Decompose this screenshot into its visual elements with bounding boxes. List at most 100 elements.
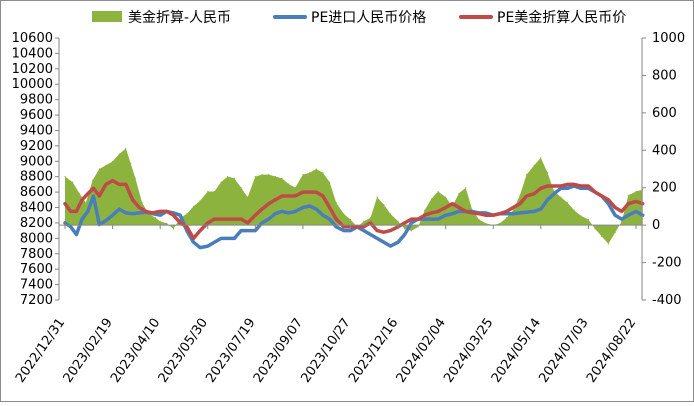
blue-point-69	[525, 211, 528, 213]
blue-point-21	[199, 246, 201, 249]
blue-point-5	[92, 195, 95, 197]
area-point-2	[78, 192, 80, 194]
area-point-81	[607, 243, 610, 245]
area-point-50	[397, 220, 399, 222]
right-tick-label-0: 1000	[652, 31, 685, 46]
red-point-62	[478, 212, 480, 215]
red-point-29	[254, 214, 257, 216]
blue-point-48	[383, 241, 385, 243]
area-point-63	[485, 222, 487, 224]
red-point-0	[64, 202, 66, 205]
area-point-30	[261, 174, 263, 176]
area-point-66	[506, 217, 508, 219]
blue-point-18	[179, 214, 181, 216]
red-point-15	[159, 210, 161, 213]
blue-point-4	[87, 210, 89, 213]
blue-point-30	[261, 222, 263, 224]
red-point-63	[484, 214, 487, 216]
blue-point-85	[635, 210, 637, 213]
area-point-79	[594, 228, 596, 230]
area-point-46	[369, 217, 372, 219]
area-point-67	[512, 209, 514, 211]
blue-point-7	[105, 219, 107, 222]
right-tick-label-5: 0	[652, 218, 660, 233]
left-tick-label-5: 9600	[20, 108, 53, 123]
blue-point-26	[233, 237, 236, 240]
area-point-40	[329, 181, 331, 183]
area-point-14	[154, 217, 156, 219]
red-point-77	[580, 185, 582, 187]
area-point-43	[349, 218, 352, 221]
area-point-57	[445, 196, 447, 198]
blue-point-49	[389, 245, 392, 247]
area-point-42	[343, 213, 345, 215]
blue-point-54	[423, 218, 426, 220]
blue-point-42	[343, 229, 345, 232]
area-point-52	[410, 230, 412, 232]
area-point-78	[587, 218, 590, 221]
red-point-79	[594, 191, 596, 193]
red-point-65	[499, 212, 501, 215]
red-point-16	[166, 210, 168, 213]
blue-point-81	[607, 202, 610, 205]
blue-point-31	[267, 218, 270, 220]
area-point-9	[125, 147, 127, 149]
red-point-35	[294, 195, 297, 197]
area-point-26	[233, 177, 235, 179]
red-point-39	[322, 195, 324, 197]
red-point-45	[363, 226, 365, 228]
red-point-14	[151, 212, 154, 214]
red-point-47	[376, 229, 378, 232]
red-point-46	[369, 222, 372, 224]
red-point-10	[125, 183, 127, 186]
area-point-20	[192, 205, 195, 207]
area-point-16	[166, 222, 168, 224]
red-point-22	[207, 222, 209, 224]
red-point-2	[75, 210, 78, 213]
red-point-67	[512, 206, 514, 209]
area-point-27	[240, 187, 242, 189]
area-point-80	[601, 235, 603, 237]
red-point-69	[525, 195, 528, 197]
blue-point-55	[430, 218, 433, 220]
blue-point-67	[512, 212, 514, 215]
red-point-7	[105, 183, 107, 186]
red-point-30	[261, 208, 263, 210]
area-point-85	[635, 190, 637, 193]
area-point-36	[302, 174, 304, 176]
area-point-23	[213, 190, 215, 193]
area-point-49	[389, 213, 392, 215]
area-point-0	[64, 175, 66, 178]
blue-point-56	[437, 218, 439, 220]
red-point-52	[410, 218, 413, 220]
red-point-12	[138, 206, 140, 209]
red-point-51	[403, 222, 406, 224]
blue-point-52	[410, 222, 413, 224]
red-point-18	[179, 222, 181, 224]
blue-point-84	[627, 214, 630, 216]
area-point-74	[560, 196, 562, 198]
blue-point-41	[335, 226, 338, 228]
blue-point-20	[192, 241, 195, 243]
left-tick-label-4: 9800	[20, 93, 53, 108]
area-point-4	[92, 179, 94, 181]
area-point-71	[540, 157, 542, 159]
area-point-82	[614, 232, 616, 234]
left-tick-label-3: 10000	[12, 77, 53, 92]
blue-point-70	[533, 210, 535, 213]
blue-point-11	[131, 212, 134, 215]
area-point-60	[465, 187, 467, 189]
red-point-58	[451, 202, 454, 205]
red-point-5	[92, 187, 95, 190]
area-point-8	[118, 153, 120, 155]
red-point-55	[430, 212, 433, 214]
area-point-5	[98, 168, 100, 170]
red-point-24	[220, 218, 222, 220]
area-point-24	[220, 181, 222, 183]
area-point-84	[627, 194, 630, 196]
blue-point-38	[315, 208, 318, 210]
area-point-12	[141, 202, 143, 204]
red-point-34	[287, 195, 290, 197]
